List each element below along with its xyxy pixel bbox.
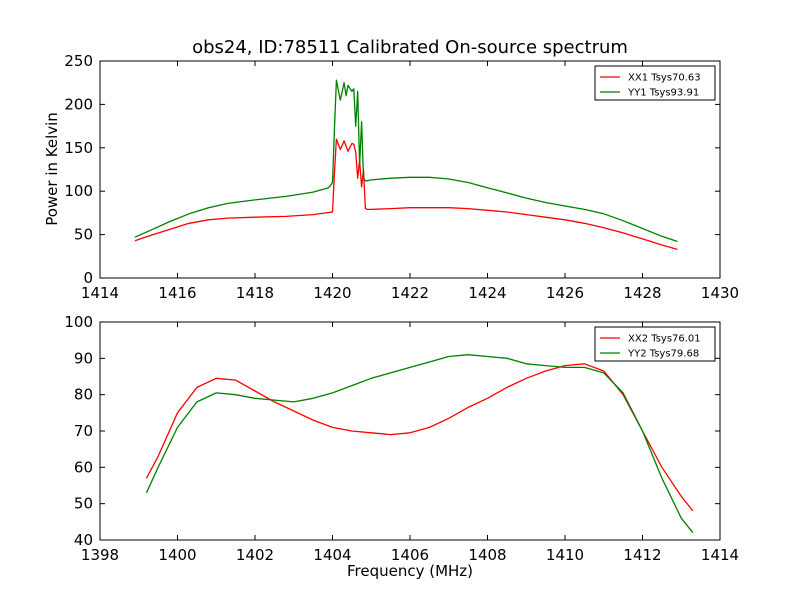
y-tick-label: 50 bbox=[74, 495, 93, 513]
x-tick-label: 1424 bbox=[468, 284, 506, 302]
y-axis-label: Power in Kelvin bbox=[43, 112, 61, 226]
x-tick-label: 1408 bbox=[468, 546, 506, 564]
legend-label: XX1 Tsys70.63 bbox=[628, 73, 701, 84]
legend-box bbox=[594, 65, 716, 101]
y-tick-label: 250 bbox=[64, 52, 93, 70]
y-tick-label: 50 bbox=[74, 226, 93, 244]
y-tick-label: 100 bbox=[64, 313, 93, 331]
x-tick-label: 1404 bbox=[313, 546, 351, 564]
legend-box bbox=[594, 326, 716, 362]
legend: XX1 Tsys70.63 YY1 Tsys93.91 bbox=[594, 65, 716, 101]
y-tick-label: 80 bbox=[74, 386, 93, 404]
x-tick-label: 1410 bbox=[546, 546, 584, 564]
x-tick-label: 1414 bbox=[81, 284, 119, 302]
chart-title: obs24, ID:78511 Calibrated On-source spe… bbox=[192, 37, 628, 58]
x-tick-label: 1400 bbox=[158, 546, 196, 564]
y-tick-label: 60 bbox=[74, 458, 93, 476]
y-tick-label: 70 bbox=[74, 422, 93, 440]
y-tick-label: 0 bbox=[83, 269, 93, 287]
plot-top: 1414 1416 1418 1420 1422 1424 1426 1428 1430 0 50 1… bbox=[64, 52, 739, 302]
x-tick-label: 1414 bbox=[701, 546, 739, 564]
x-tick-label: 1398 bbox=[81, 546, 119, 564]
y-tick-label: 100 bbox=[64, 182, 93, 200]
legend: XX2 Tsys76.01 YY2 Tsys79.68 bbox=[594, 326, 716, 362]
series-line-yy bbox=[134, 79, 678, 243]
y-tick-label: 200 bbox=[64, 95, 93, 113]
x-tick-label: 1426 bbox=[546, 284, 584, 302]
legend-label: YY2 Tsys79.68 bbox=[627, 349, 699, 360]
y-tick-label: 150 bbox=[64, 139, 93, 157]
series-line-yy bbox=[145, 354, 694, 534]
x-tick-label: 1418 bbox=[236, 284, 274, 302]
legend-label: YY1 Tsys93.91 bbox=[627, 88, 699, 99]
x-tick-label: 1430 bbox=[701, 284, 739, 302]
legend-label: XX2 Tsys76.01 bbox=[628, 334, 701, 345]
x-tick-label: 1428 bbox=[623, 284, 661, 302]
y-tick-label: 90 bbox=[74, 349, 93, 367]
x-axis-label: Frequency (MHz) bbox=[347, 562, 473, 580]
x-tick-label: 1416 bbox=[158, 284, 196, 302]
x-tick-label: 1406 bbox=[391, 546, 429, 564]
x-tick-label: 1422 bbox=[391, 284, 429, 302]
series-line-xx bbox=[134, 138, 678, 251]
x-tick-label: 1412 bbox=[623, 546, 661, 564]
x-tick-label: 1420 bbox=[313, 284, 351, 302]
x-tick-label: 1402 bbox=[236, 546, 274, 564]
plot-bottom: 1398 1400 1402 1404 1406 1408 1410 1412 1414 40 50… bbox=[64, 313, 739, 564]
y-tick-label: 40 bbox=[74, 531, 93, 549]
series-line-xx bbox=[145, 363, 694, 512]
